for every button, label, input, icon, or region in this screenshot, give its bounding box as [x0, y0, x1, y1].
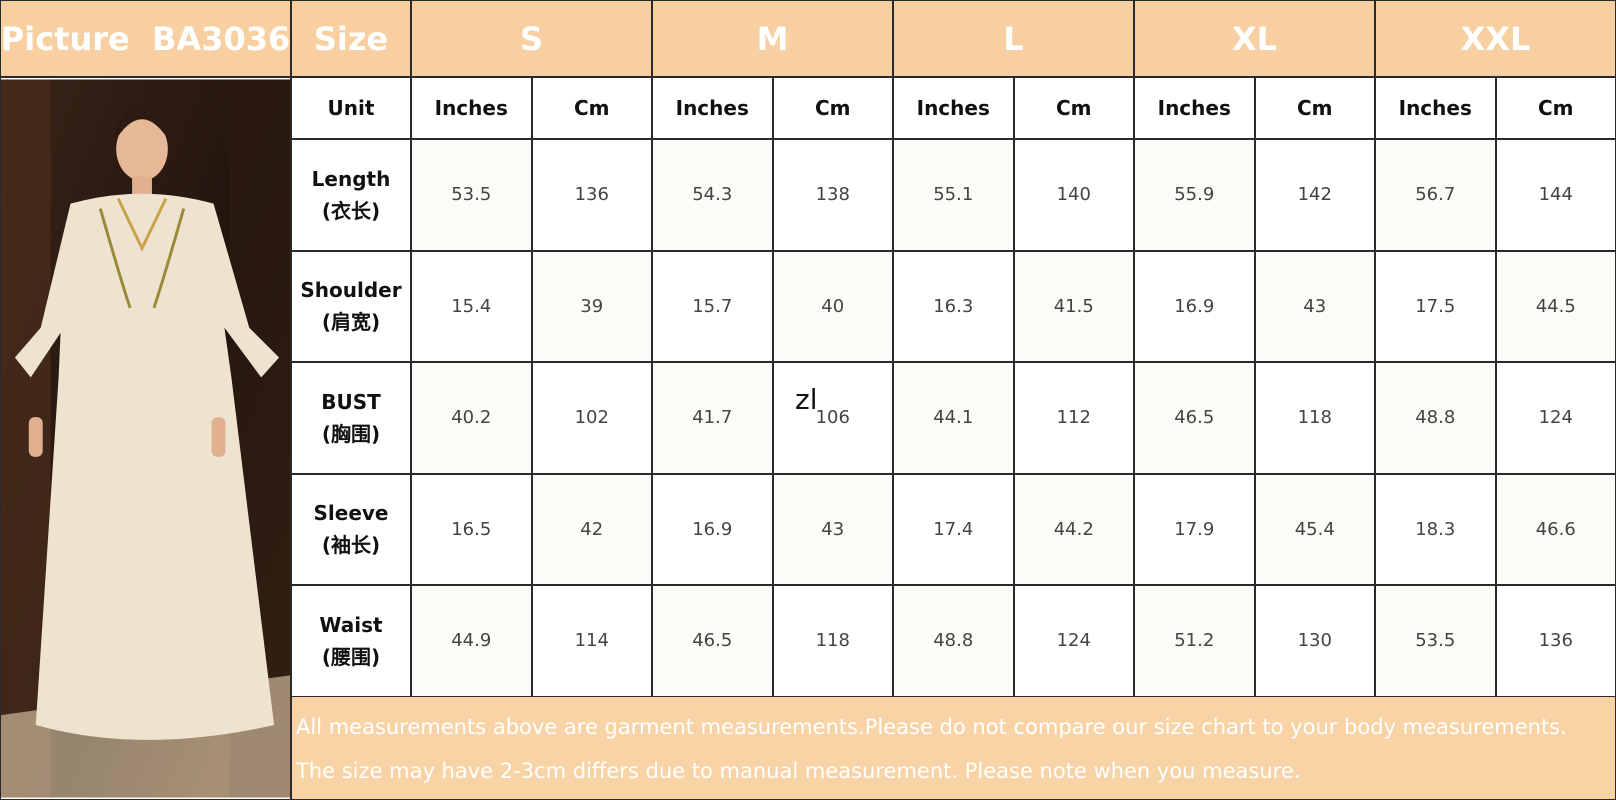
product-photo — [0, 77, 291, 800]
measurement: 16.5 — [411, 473, 532, 585]
measurement: 44.5 — [1495, 250, 1616, 362]
row-label: BUST — [321, 389, 381, 414]
unit-column: Cm — [1254, 77, 1375, 139]
measurement: 18.3 — [1375, 473, 1496, 585]
measurement: 124 — [1495, 362, 1616, 474]
measurement: 17.5 — [1375, 250, 1496, 362]
measurement: 48.8 — [893, 585, 1014, 697]
measurement: 16.3 — [893, 250, 1014, 362]
unit-column: Cm — [1013, 77, 1134, 139]
unit-column: Cm — [1495, 77, 1616, 139]
measurement: 42 — [531, 473, 652, 585]
measurement: 112 — [1013, 362, 1134, 474]
row-label: (胸围) — [321, 421, 381, 446]
measurement: 44.1 — [893, 362, 1014, 474]
measurement: 44.9 — [411, 585, 532, 697]
measurement: 55.1 — [893, 139, 1014, 251]
row-name: Length (衣长) — [291, 139, 411, 251]
row-label: Length — [311, 166, 391, 191]
measurement: 16.9 — [652, 473, 773, 585]
measurement: 106 — [772, 362, 893, 474]
row-label: (衣长) — [321, 198, 381, 223]
measurement: 15.4 — [411, 250, 532, 362]
row-name: BUST (胸围) — [291, 362, 411, 474]
measurement: 142 — [1254, 139, 1375, 251]
measurement: 140 — [1013, 139, 1134, 251]
notes: All measurements above are garment measu… — [291, 696, 1616, 800]
unit-column: Cm — [772, 77, 893, 139]
row-label: (袖长) — [321, 533, 381, 558]
size-header: Size — [291, 0, 411, 77]
picture-header: Picture BA3036 — [0, 0, 291, 77]
measurement: 46.5 — [652, 585, 773, 697]
measurement: 16.9 — [1134, 250, 1255, 362]
measurement: 118 — [1254, 362, 1375, 474]
measurement: 39 — [531, 250, 652, 362]
measurement: 48.8 — [1375, 362, 1496, 474]
row-label: Shoulder — [300, 278, 402, 303]
measurement: 46.6 — [1495, 473, 1616, 585]
measurement: 46.5 — [1134, 362, 1255, 474]
measurement: 55.9 — [1134, 139, 1255, 251]
measurement: 51.2 — [1134, 585, 1255, 697]
measurement: 118 — [772, 585, 893, 697]
measurement: 15.7 — [652, 250, 773, 362]
measurement: 53.5 — [411, 139, 532, 251]
row-name: Sleeve (袖长) — [291, 473, 411, 585]
annotation: zl — [795, 383, 818, 416]
size-label: L — [893, 0, 1134, 77]
measurement: 53.5 — [1375, 585, 1496, 697]
measurement: 54.3 — [652, 139, 773, 251]
row-label: (肩宽) — [321, 310, 381, 335]
measurement: 144 — [1495, 139, 1616, 251]
size-label: M — [652, 0, 893, 77]
measurement: 136 — [531, 139, 652, 251]
measurement: 124 — [1013, 585, 1134, 697]
size-label: XXL — [1375, 0, 1616, 77]
unit-label: Unit — [291, 77, 411, 139]
unit-column: Inches — [893, 77, 1014, 139]
row-name: Shoulder (肩宽) — [291, 250, 411, 362]
measurement: 138 — [772, 139, 893, 251]
measurement: 17.9 — [1134, 473, 1255, 585]
measurement: 40.2 — [411, 362, 532, 474]
measurement: 41.5 — [1013, 250, 1134, 362]
row-label: Sleeve — [313, 501, 389, 526]
row-label: (腰围) — [321, 644, 381, 669]
unit-column: Inches — [1134, 77, 1255, 139]
unit-column: Cm — [531, 77, 652, 139]
size-label: S — [411, 0, 652, 77]
row-label: Waist — [319, 612, 383, 637]
measurement: 45.4 — [1254, 473, 1375, 585]
unit-column: Inches — [411, 77, 532, 139]
measurement: 43 — [772, 473, 893, 585]
measurement: 56.7 — [1375, 139, 1496, 251]
measurement: 41.7 — [652, 362, 773, 474]
unit-column: Inches — [652, 77, 773, 139]
note: The size may have 2-3cm differs due to m… — [296, 759, 1301, 783]
unit-column: Inches — [1375, 77, 1496, 139]
measurement: 136 — [1495, 585, 1616, 697]
size-label: XL — [1134, 0, 1375, 77]
row-name: Waist (腰围) — [291, 585, 411, 697]
measurement: 17.4 — [893, 473, 1014, 585]
measurement: 102 — [531, 362, 652, 474]
measurement: 44.2 — [1013, 473, 1134, 585]
note: All measurements above are garment measu… — [296, 715, 1567, 739]
measurement: 130 — [1254, 585, 1375, 697]
measurement: 40 — [772, 250, 893, 362]
measurement: 114 — [531, 585, 652, 697]
measurement: 43 — [1254, 250, 1375, 362]
